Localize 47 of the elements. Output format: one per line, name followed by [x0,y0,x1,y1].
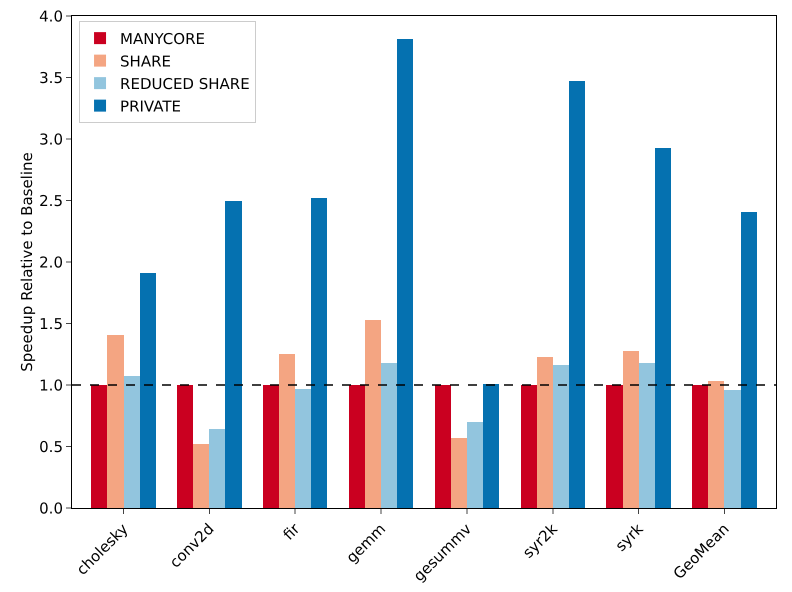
bar [263,385,279,508]
bar [708,381,724,508]
bar [311,198,327,508]
bar [381,363,397,508]
bar [140,273,156,508]
y-tick-label: 3.5 [39,68,63,87]
bar [537,357,553,508]
bar [623,351,639,508]
x-tick-label: fir [280,519,304,544]
bar [467,422,483,508]
bar [225,201,242,508]
bar [435,385,451,508]
bar [124,376,140,508]
bar [177,385,193,508]
y-tick-label: 1.0 [39,376,63,394]
bar [639,363,655,508]
legend-label: REDUCED SHARE [120,75,250,94]
bar [295,389,311,508]
bar [107,335,124,508]
y-tick-label: 2.5 [39,192,63,210]
bar [655,148,671,508]
bar [397,39,413,508]
bar [279,354,295,508]
bar [209,429,225,508]
bar [606,385,623,508]
bar [553,365,569,508]
bar [483,384,499,508]
bar [521,385,537,508]
bar [193,444,209,508]
bar [724,390,741,508]
bar [569,81,585,508]
y-tick-label: 1.5 [39,314,63,333]
bar [692,385,708,508]
legend-label: MANYCORE [120,30,205,48]
legend-label: PRIVATE [120,98,181,116]
bar [741,212,757,508]
y-tick-label: 2.0 [39,253,63,272]
legend-label: SHARE [120,52,172,71]
bar [365,320,381,508]
y-tick-label: 0.5 [39,438,63,456]
y-tick-label: 3.0 [39,130,63,148]
y-tick-label: 4.0 [39,7,63,26]
y-tick-label: 0.0 [39,499,63,518]
y-axis-title: Speedup Relative to Baseline [18,152,36,372]
bar [349,385,365,508]
bar [451,438,467,508]
bar [91,385,107,508]
